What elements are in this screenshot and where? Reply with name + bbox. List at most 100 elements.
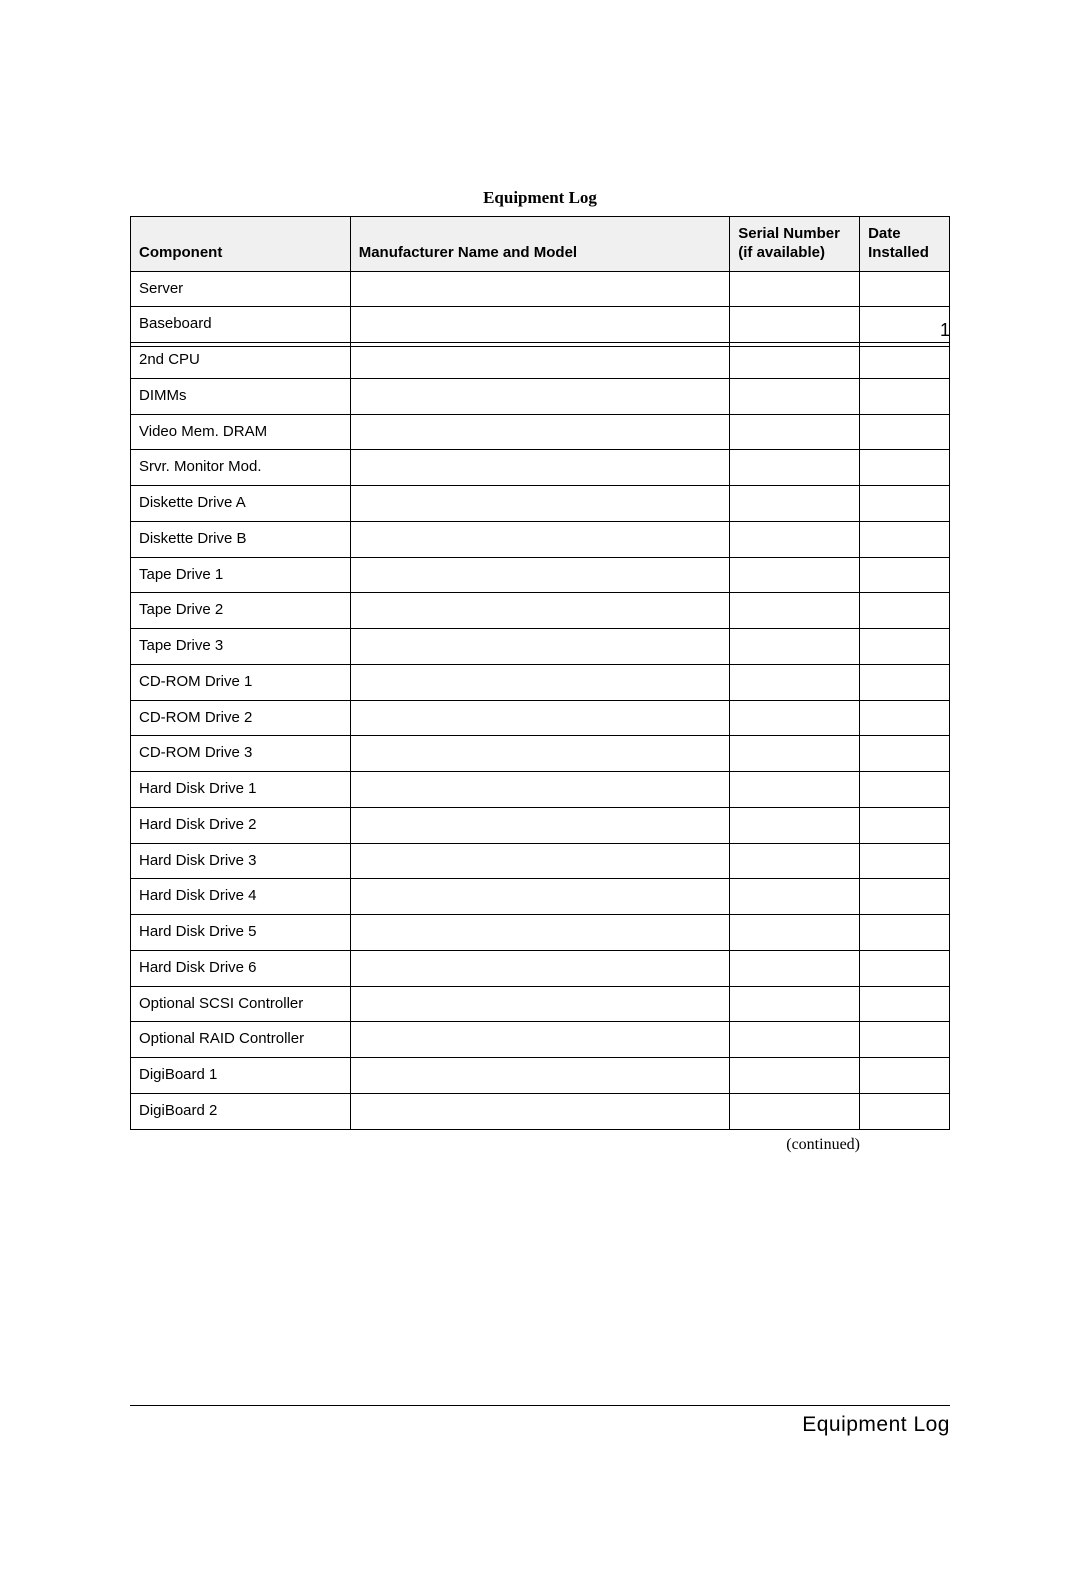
col-header-serial-line1: Serial Number — [738, 225, 840, 242]
table-row: Video Mem. DRAM — [131, 414, 950, 450]
cell-manufacturer — [350, 807, 730, 843]
cell-serial — [730, 843, 860, 879]
cell-serial — [730, 271, 860, 307]
table-row: Server — [131, 271, 950, 307]
equipment-log-table: Component Manufacturer Name and Model Se… — [130, 216, 950, 1130]
cell-date — [860, 843, 950, 879]
cell-manufacturer — [350, 629, 730, 665]
cell-manufacturer — [350, 593, 730, 629]
cell-serial — [730, 736, 860, 772]
cell-date — [860, 736, 950, 772]
col-header-manufacturer: Manufacturer Name and Model — [350, 217, 730, 272]
cell-date — [860, 879, 950, 915]
cell-component: Tape Drive 2 — [131, 593, 351, 629]
cell-date — [860, 521, 950, 557]
cell-manufacturer — [350, 307, 730, 343]
cell-component: Optional RAID Controller — [131, 1022, 351, 1058]
table-row: Srvr. Monitor Mod. — [131, 450, 950, 486]
table-row: Optional SCSI Controller — [131, 986, 950, 1022]
cell-date — [860, 486, 950, 522]
cell-date — [860, 1022, 950, 1058]
page-number: 1 — [940, 320, 950, 341]
cell-date — [860, 414, 950, 450]
cell-manufacturer — [350, 414, 730, 450]
cell-component: Srvr. Monitor Mod. — [131, 450, 351, 486]
table-row: 2nd CPU — [131, 343, 950, 379]
cell-date — [860, 307, 950, 343]
cell-manufacturer — [350, 950, 730, 986]
cell-component: DigiBoard 2 — [131, 1093, 351, 1129]
col-header-serial-line2: (if available) — [738, 244, 825, 261]
cell-date — [860, 629, 950, 665]
table-row: CD-ROM Drive 1 — [131, 664, 950, 700]
cell-manufacturer — [350, 915, 730, 951]
cell-serial — [730, 772, 860, 808]
cell-component: Hard Disk Drive 3 — [131, 843, 351, 879]
cell-component: Diskette Drive A — [131, 486, 351, 522]
cell-date — [860, 450, 950, 486]
cell-component: 2nd CPU — [131, 343, 351, 379]
table-body: ServerBaseboard2nd CPUDIMMsVideo Mem. DR… — [131, 271, 950, 1129]
cell-serial — [730, 343, 860, 379]
cell-serial — [730, 986, 860, 1022]
cell-manufacturer — [350, 986, 730, 1022]
cell-manufacturer — [350, 772, 730, 808]
cell-component: CD-ROM Drive 2 — [131, 700, 351, 736]
cell-component: Baseboard — [131, 307, 351, 343]
cell-date — [860, 271, 950, 307]
cell-serial — [730, 915, 860, 951]
cell-component: Hard Disk Drive 6 — [131, 950, 351, 986]
cell-date — [860, 1058, 950, 1094]
table-row: Hard Disk Drive 2 — [131, 807, 950, 843]
cell-manufacturer — [350, 843, 730, 879]
cell-serial — [730, 450, 860, 486]
table-row: Hard Disk Drive 3 — [131, 843, 950, 879]
cell-date — [860, 950, 950, 986]
continued-label: (continued) — [130, 1136, 950, 1154]
table-row: Diskette Drive B — [131, 521, 950, 557]
table-row: Hard Disk Drive 6 — [131, 950, 950, 986]
col-header-date: Date Installed — [860, 217, 950, 272]
col-header-serial: Serial Number (if available) — [730, 217, 860, 272]
cell-date — [860, 807, 950, 843]
cell-serial — [730, 700, 860, 736]
table-row: DigiBoard 1 — [131, 1058, 950, 1094]
cell-component: DIMMs — [131, 378, 351, 414]
table-row: Tape Drive 2 — [131, 593, 950, 629]
cell-manufacturer — [350, 343, 730, 379]
table-row: Tape Drive 3 — [131, 629, 950, 665]
header-rule — [130, 346, 950, 347]
cell-serial — [730, 1022, 860, 1058]
cell-component: Server — [131, 271, 351, 307]
cell-date — [860, 593, 950, 629]
table-row: DigiBoard 2 — [131, 1093, 950, 1129]
table-row: Hard Disk Drive 4 — [131, 879, 950, 915]
col-header-component-label: Component — [139, 244, 222, 261]
table-row: Optional RAID Controller — [131, 1022, 950, 1058]
cell-component: Optional SCSI Controller — [131, 986, 351, 1022]
table-row: Diskette Drive A — [131, 486, 950, 522]
cell-component: Video Mem. DRAM — [131, 414, 351, 450]
cell-component: Hard Disk Drive 4 — [131, 879, 351, 915]
cell-component: CD-ROM Drive 3 — [131, 736, 351, 772]
cell-component: DigiBoard 1 — [131, 1058, 351, 1094]
cell-serial — [730, 664, 860, 700]
cell-serial — [730, 1058, 860, 1094]
cell-manufacturer — [350, 1022, 730, 1058]
cell-component: Hard Disk Drive 5 — [131, 915, 351, 951]
cell-serial — [730, 521, 860, 557]
table-row: CD-ROM Drive 3 — [131, 736, 950, 772]
cell-manufacturer — [350, 521, 730, 557]
cell-date — [860, 557, 950, 593]
cell-manufacturer — [350, 271, 730, 307]
cell-date — [860, 772, 950, 808]
cell-component: Diskette Drive B — [131, 521, 351, 557]
cell-manufacturer — [350, 1058, 730, 1094]
table-row: Tape Drive 1 — [131, 557, 950, 593]
cell-date — [860, 1093, 950, 1129]
cell-serial — [730, 593, 860, 629]
cell-manufacturer — [350, 1093, 730, 1129]
col-header-date-line1: Date — [868, 225, 901, 242]
cell-serial — [730, 1093, 860, 1129]
table-row: CD-ROM Drive 2 — [131, 700, 950, 736]
